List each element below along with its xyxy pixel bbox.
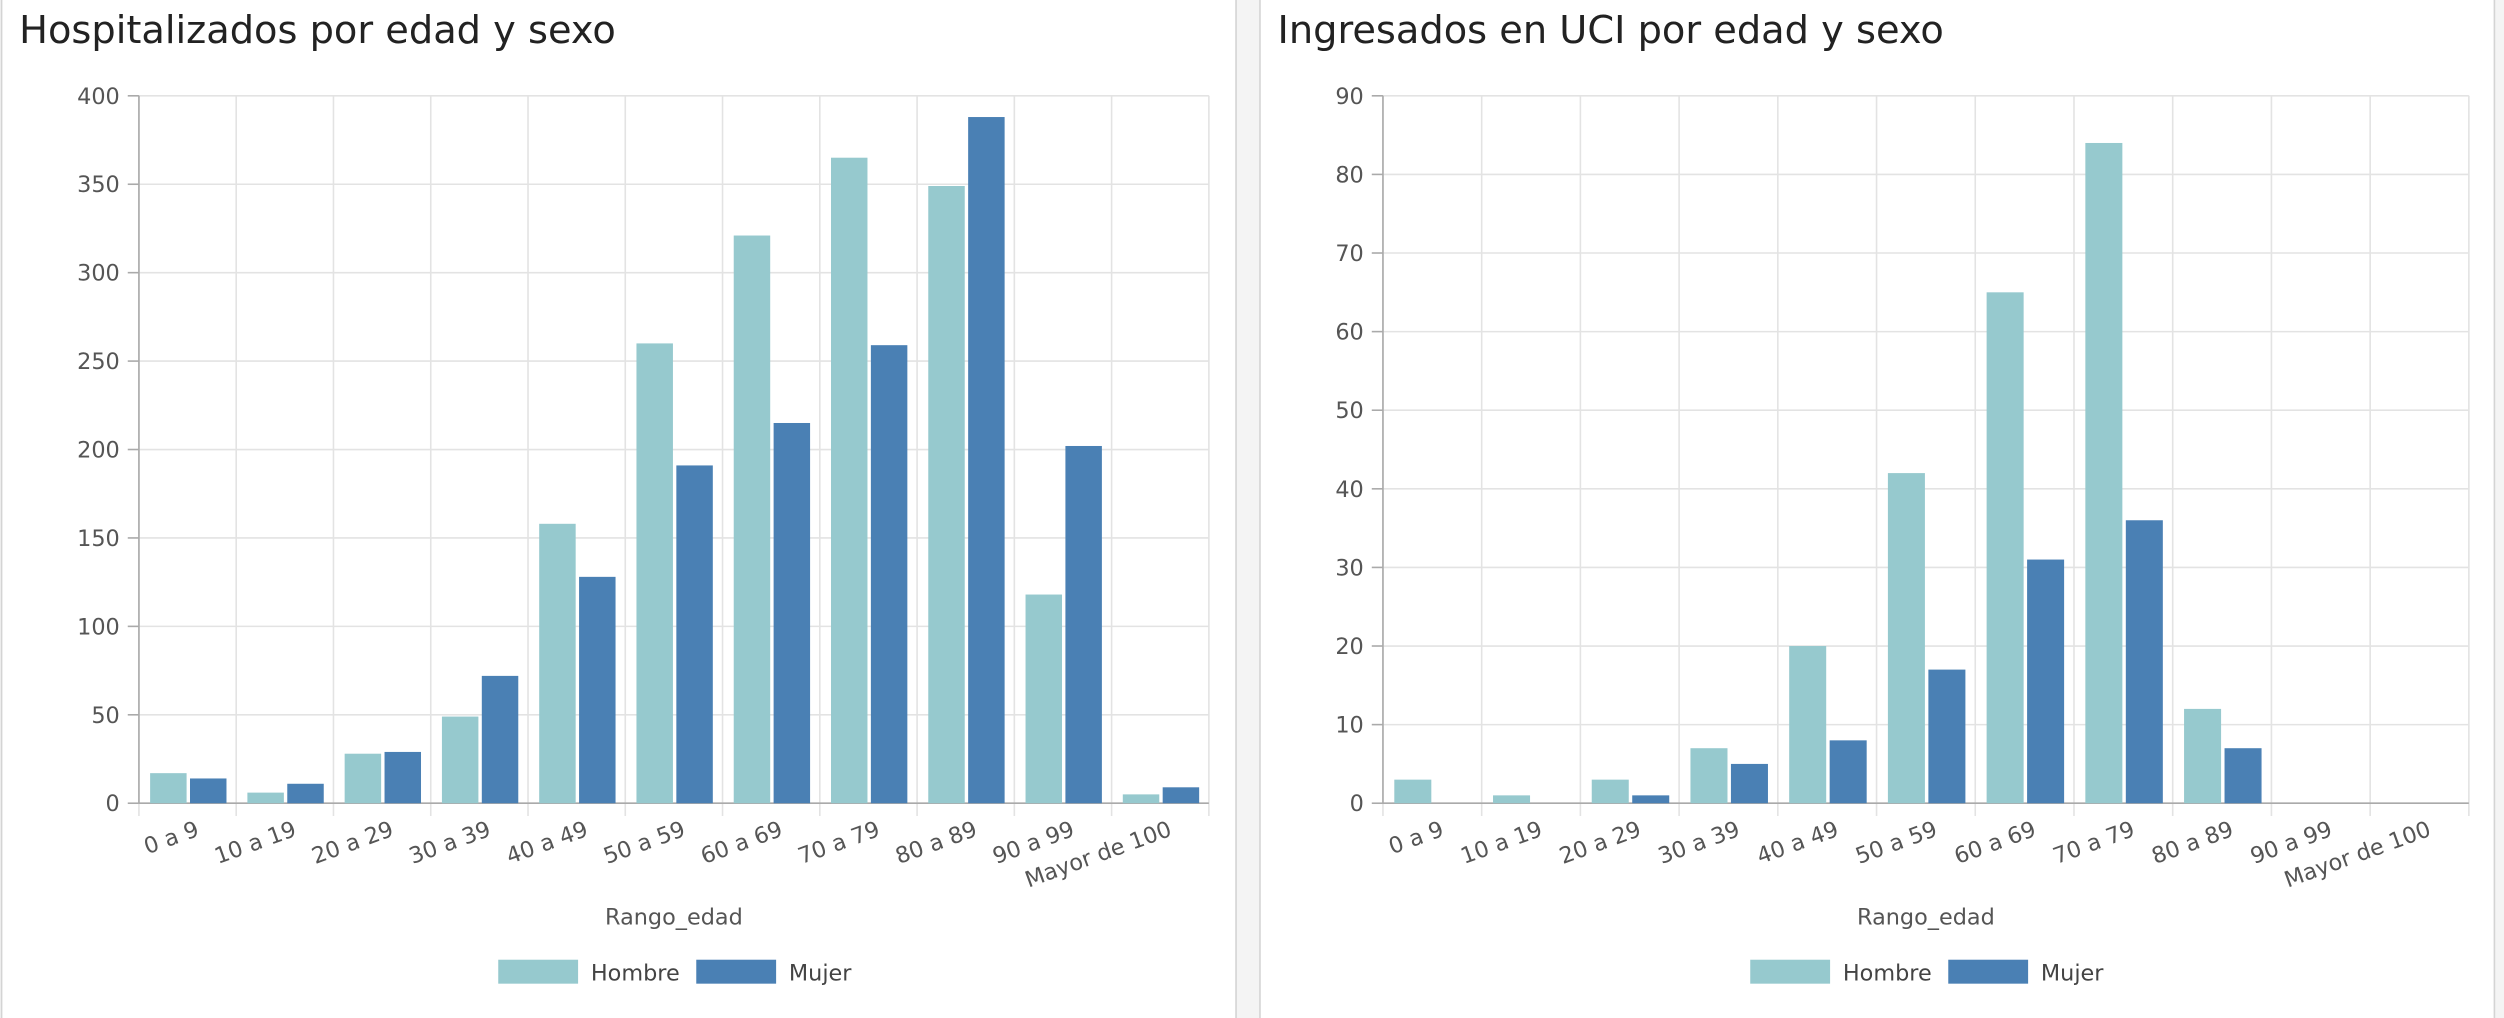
y-tick-label: 80 bbox=[1335, 162, 1363, 188]
bar bbox=[968, 117, 1005, 804]
legend-label: Mujer bbox=[789, 960, 852, 986]
legend-label: Hombre bbox=[1843, 960, 1932, 986]
y-tick-label: 250 bbox=[77, 349, 120, 375]
bar bbox=[247, 792, 284, 804]
bar bbox=[2027, 559, 2065, 804]
bar bbox=[1122, 794, 1160, 804]
y-tick-label: 350 bbox=[77, 172, 120, 198]
y-tick-label: 100 bbox=[77, 614, 120, 640]
bar bbox=[1789, 646, 1827, 804]
panel bbox=[0, 0, 1237, 1018]
y-tick-label: 20 bbox=[1335, 634, 1363, 660]
bar bbox=[2224, 748, 2262, 804]
bar bbox=[189, 778, 227, 804]
bar bbox=[1730, 763, 1768, 804]
y-tick-label: 200 bbox=[77, 438, 120, 464]
bar bbox=[733, 235, 771, 804]
legend-label: Mujer bbox=[2041, 960, 2104, 986]
chart-title: Hospitalizados por edad y sexo bbox=[19, 8, 616, 53]
y-tick-label: 90 bbox=[1335, 84, 1363, 110]
bar bbox=[1632, 795, 1670, 804]
y-tick-label: 0 bbox=[1350, 791, 1364, 817]
bar bbox=[1690, 748, 1728, 804]
bar bbox=[676, 465, 713, 804]
bar bbox=[928, 186, 965, 804]
y-tick-label: 300 bbox=[77, 261, 120, 287]
legend-swatch bbox=[696, 959, 777, 984]
y-tick-label: 60 bbox=[1335, 320, 1363, 346]
bar bbox=[870, 345, 908, 804]
bar bbox=[1591, 779, 1629, 804]
bar bbox=[481, 675, 519, 804]
y-tick-label: 40 bbox=[1335, 477, 1363, 503]
bar bbox=[539, 523, 576, 804]
bar bbox=[579, 576, 616, 804]
y-tick-label: 0 bbox=[106, 791, 120, 817]
y-tick-label: 10 bbox=[1335, 713, 1363, 739]
x-axis-title: Rango_edad bbox=[605, 905, 743, 931]
bar bbox=[1887, 473, 1925, 804]
legend-label: Hombre bbox=[591, 960, 680, 986]
bar bbox=[1394, 779, 1432, 804]
bar bbox=[1986, 292, 2024, 804]
legend-swatch bbox=[1948, 959, 2029, 984]
bar bbox=[1829, 740, 1867, 804]
bar bbox=[2085, 142, 2123, 804]
y-tick-label: 400 bbox=[77, 84, 120, 110]
y-tick-label: 70 bbox=[1335, 241, 1363, 267]
bar bbox=[1025, 594, 1063, 804]
bar bbox=[2125, 520, 2163, 804]
bar bbox=[636, 343, 673, 804]
y-tick-label: 150 bbox=[77, 526, 120, 552]
bar bbox=[441, 716, 479, 804]
bar bbox=[1162, 787, 1200, 804]
bar bbox=[1065, 445, 1102, 804]
bar bbox=[384, 751, 422, 804]
bar bbox=[2184, 708, 2222, 804]
bar bbox=[287, 783, 324, 804]
bar bbox=[150, 773, 187, 804]
bar bbox=[830, 157, 868, 804]
legend-swatch bbox=[498, 959, 579, 984]
y-tick-label: 30 bbox=[1335, 555, 1363, 581]
chart-title: Ingresados en UCI por edad y sexo bbox=[1278, 8, 1944, 53]
bar bbox=[773, 422, 811, 804]
y-tick-label: 50 bbox=[1335, 398, 1363, 424]
legend-swatch bbox=[1750, 959, 1831, 984]
y-tick-label: 50 bbox=[91, 703, 119, 729]
bar bbox=[1493, 795, 1531, 804]
bar bbox=[344, 753, 382, 804]
bar bbox=[1928, 669, 1966, 804]
x-axis-title: Rango_edad bbox=[1857, 905, 1995, 931]
